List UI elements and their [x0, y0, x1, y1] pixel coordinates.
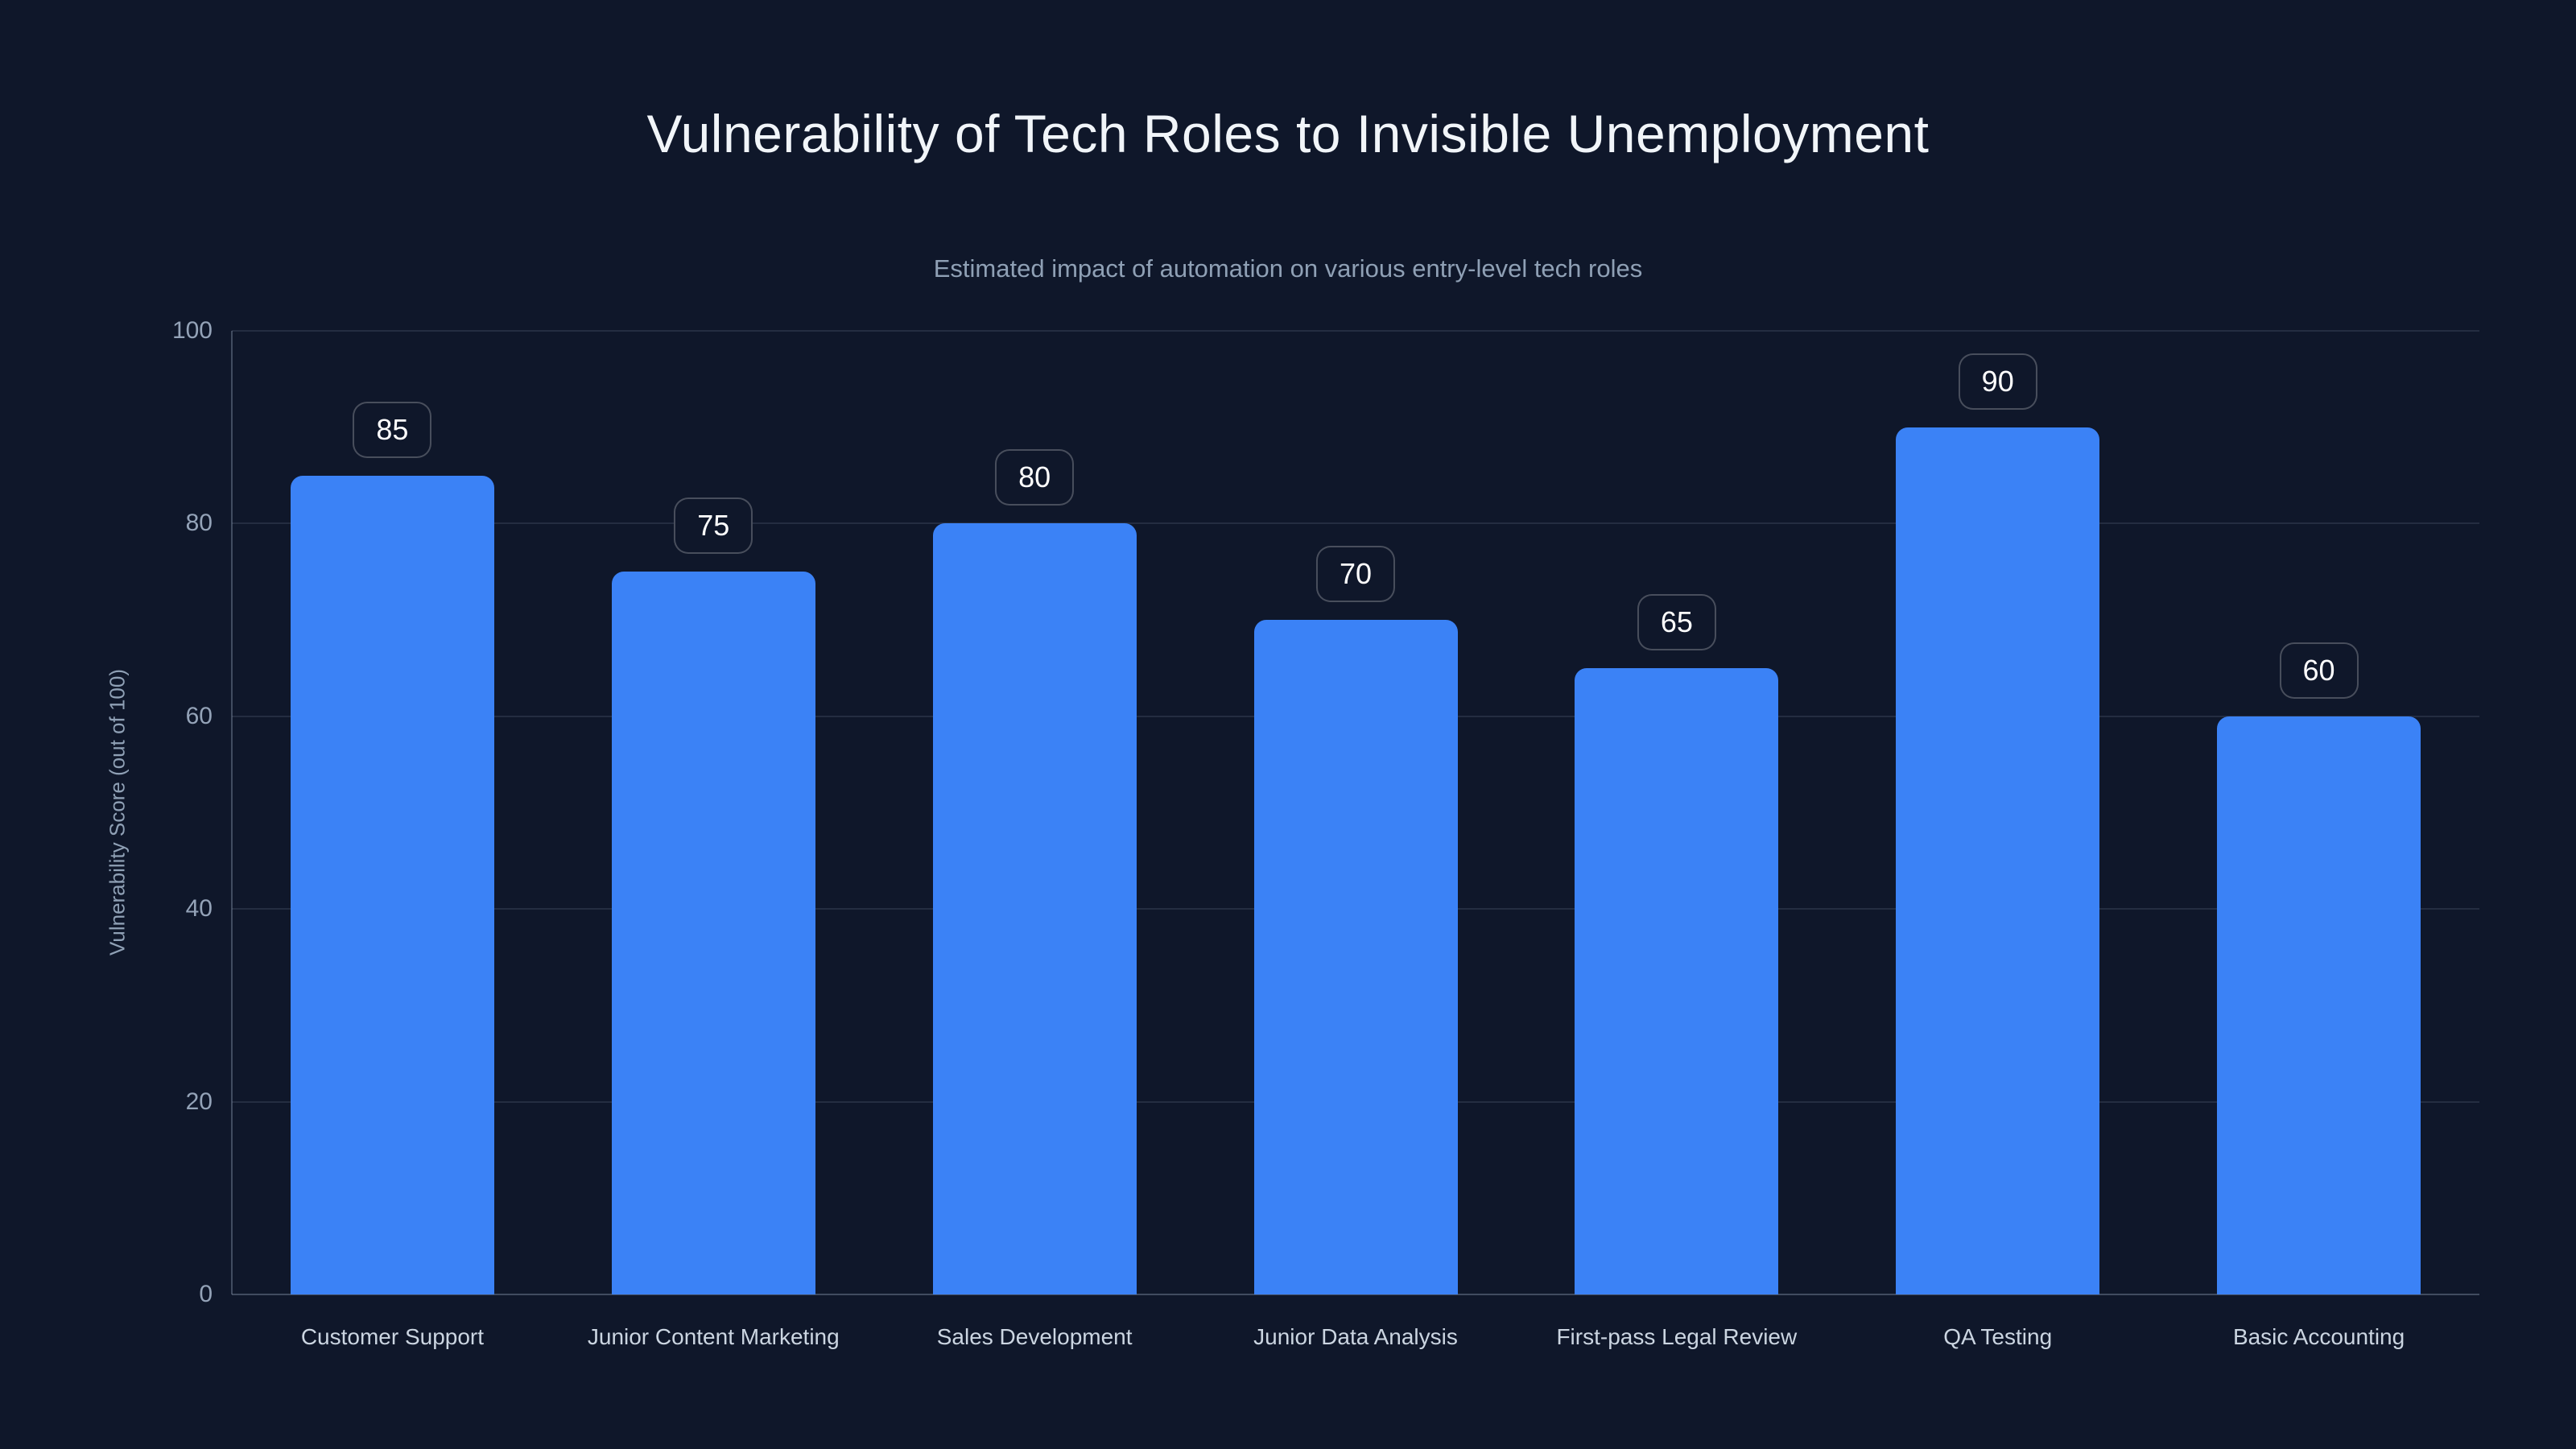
bar-basic-accounting[interactable] — [2217, 716, 2421, 1294]
gridline-y-0 — [232, 1294, 2479, 1295]
gridline-y-100 — [232, 330, 2479, 332]
chart-title: Vulnerability of Tech Roles to Invisible… — [646, 104, 1930, 163]
bar-qa-testing[interactable] — [1896, 427, 2100, 1294]
x-category-label: Sales Development — [936, 1324, 1133, 1349]
value-badge: 65 — [1637, 593, 1716, 650]
y-tick-label-100: 100 — [171, 317, 213, 344]
y-tick-label-60: 60 — [185, 702, 213, 729]
gridline-y-80 — [232, 522, 2479, 525]
value-badge: 75 — [674, 497, 753, 555]
bar-first-pass-legal-review[interactable] — [1575, 667, 1779, 1294]
bar-sales-development[interactable] — [932, 523, 1137, 1294]
chart-subtitle: Estimated impact of automation on variou… — [933, 254, 1643, 283]
bar-customer-support[interactable] — [290, 475, 494, 1294]
y-tick-label-40: 40 — [185, 895, 213, 923]
y-axis-line — [231, 331, 233, 1294]
value-badge: 85 — [353, 401, 432, 458]
y-tick-label-0: 0 — [199, 1281, 213, 1307]
y-tick-label-20: 20 — [185, 1088, 213, 1115]
value-badge: 60 — [2279, 642, 2359, 699]
y-tick-label-80: 80 — [185, 510, 213, 537]
x-category-label: First-pass Legal Review — [1556, 1324, 1798, 1349]
x-category-label: QA Testing — [1943, 1324, 2053, 1349]
value-badge: 80 — [995, 449, 1075, 506]
bar-junior-content-marketing[interactable] — [611, 572, 815, 1294]
x-category-label: Customer Support — [300, 1324, 485, 1349]
x-category-label: Junior Data Analysis — [1253, 1324, 1458, 1349]
bar-junior-data-analysis[interactable] — [1253, 620, 1458, 1294]
value-badge: 90 — [1958, 353, 2037, 410]
value-badge: 70 — [1315, 546, 1396, 603]
x-category-label: Basic Accounting — [2232, 1324, 2405, 1349]
x-category-label: Junior Content Marketing — [587, 1324, 840, 1349]
